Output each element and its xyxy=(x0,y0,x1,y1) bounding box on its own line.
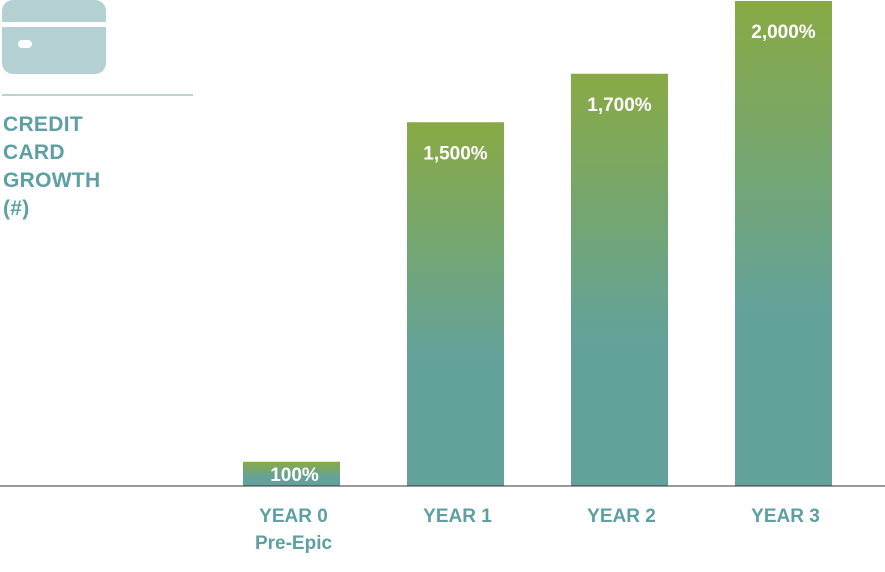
chart-title-line: CARD xyxy=(3,141,65,164)
x-tick-label: YEAR 0 xyxy=(259,506,328,527)
bar xyxy=(571,73,668,486)
chart-title-line: (#) xyxy=(3,197,30,220)
data-label: 100% xyxy=(270,465,319,486)
bar xyxy=(243,461,340,486)
chart-title-line: GROWTH xyxy=(3,169,101,192)
bar xyxy=(735,1,832,486)
bar xyxy=(407,122,504,486)
data-label: 1,500% xyxy=(423,143,488,164)
x-tick-label: Pre-Epic xyxy=(255,533,333,554)
chart-title-line: CREDIT xyxy=(3,113,83,136)
chart-title: CREDIT CARD GROWTH (#) xyxy=(3,111,133,223)
x-tick-label: YEAR 3 xyxy=(751,506,820,527)
x-tick-label: YEAR 2 xyxy=(587,506,656,527)
data-label: 2,000% xyxy=(751,22,816,43)
credit-card-icon xyxy=(2,0,106,74)
x-tick-label: YEAR 1 xyxy=(423,506,492,527)
title-divider xyxy=(2,94,193,96)
data-label: 1,700% xyxy=(587,95,652,116)
